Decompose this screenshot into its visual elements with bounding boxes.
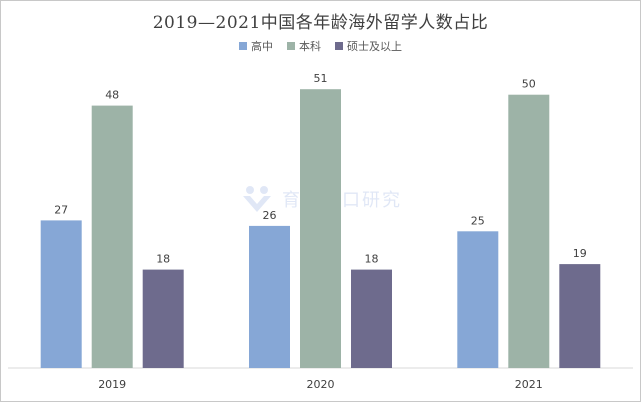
- bar-2019-series-2: [142, 269, 184, 368]
- legend-label-series-0: 高中: [251, 40, 273, 53]
- bar-2020-series-2: [351, 269, 392, 368]
- data-label-2021-series-0: 25: [471, 214, 485, 227]
- bar-2021-series-2: [559, 264, 601, 368]
- data-label-2020-series-0: 26: [263, 209, 277, 222]
- x-tick-label-2019: 2019: [98, 378, 126, 391]
- bar-2019-series-0: [40, 220, 82, 368]
- data-label-2021-series-2: 19: [573, 247, 587, 260]
- data-label-2019-series-1: 48: [105, 89, 119, 102]
- legend-item-series-0: 高中: [239, 38, 273, 54]
- legend-swatch-series-0: [239, 42, 247, 50]
- x-tick-label-2021: 2021: [515, 378, 543, 391]
- legend-swatch-series-1: [287, 42, 295, 50]
- yuwa-logo-icon: [243, 186, 271, 212]
- bar-2021-series-1: [508, 94, 550, 368]
- legend-item-series-1: 本科: [287, 38, 321, 54]
- data-label-2019-series-2: 18: [156, 253, 170, 266]
- bar-2021-series-0: [457, 231, 499, 368]
- data-label-2019-series-0: 27: [54, 203, 68, 216]
- legend-item-series-2: 硕士及以上: [335, 38, 402, 54]
- bar-2020-series-0: [249, 225, 290, 368]
- legend-label-series-1: 本科: [299, 40, 321, 53]
- legend-swatch-series-2: [335, 42, 343, 50]
- x-tick-label-2020: 2020: [307, 378, 335, 391]
- data-label-2020-series-1: 51: [314, 72, 328, 85]
- chart-title: 2019—2021中国各年龄海外留学人数占比: [152, 13, 489, 33]
- bar-2020-series-1: [300, 89, 341, 368]
- data-label-2021-series-1: 50: [522, 78, 536, 91]
- data-label-2020-series-2: 18: [365, 253, 379, 266]
- chart-legend: 高中 本科 硕士及以上: [0, 38, 641, 54]
- bar-2019-series-1: [91, 105, 133, 368]
- legend-label-series-2: 硕士及以上: [347, 40, 402, 53]
